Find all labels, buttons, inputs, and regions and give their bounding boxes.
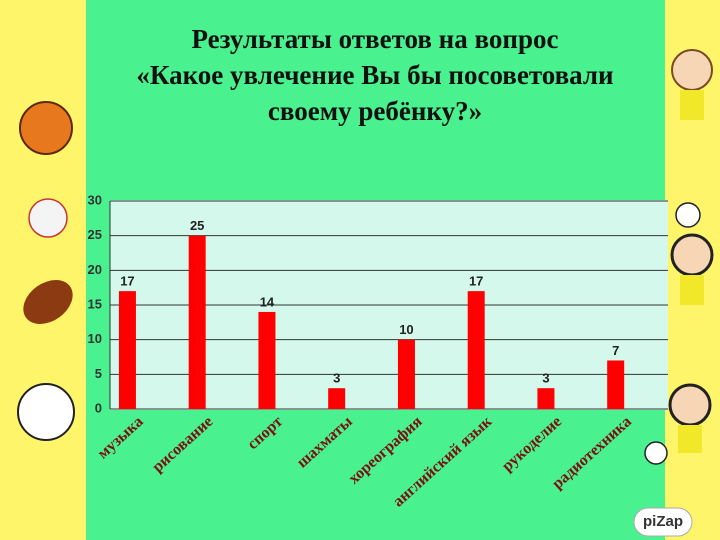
kid: [668, 383, 712, 427]
watermark: piZap: [643, 513, 683, 530]
kid-body: [680, 90, 704, 120]
kid-body: [680, 275, 704, 305]
bar: [537, 388, 555, 409]
chart-title: своему ребёнку?»: [268, 96, 482, 126]
kid: [670, 233, 714, 277]
value-label: 7: [612, 343, 619, 358]
soccer-ball: [17, 383, 75, 441]
bar: [397, 339, 415, 409]
y-tick-label: 30: [88, 192, 102, 207]
value-label: 3: [542, 371, 549, 386]
kid-body: [678, 425, 702, 453]
basketball: [19, 101, 73, 155]
football: [23, 280, 73, 324]
soccer-ball-small: [675, 202, 701, 228]
baseball: [28, 198, 68, 238]
y-tick-label: 20: [88, 262, 102, 277]
watermark-badge: [633, 507, 693, 537]
value-label: 17: [469, 274, 483, 289]
value-label: 3: [333, 371, 340, 386]
bar: [118, 291, 136, 409]
value-label: 25: [190, 218, 204, 233]
chart-title: «Какое увлечение Вы бы посоветовали: [136, 60, 613, 90]
bar: [467, 291, 485, 409]
kid: [671, 49, 713, 91]
chart-title: Результаты ответов на вопрос: [192, 24, 559, 54]
value-label: 10: [399, 322, 413, 337]
y-tick-label: 15: [88, 296, 102, 311]
y-tick-label: 0: [95, 400, 102, 415]
y-tick-label: 5: [95, 366, 102, 381]
soccer-ball-small: [644, 441, 668, 465]
bar: [328, 388, 346, 409]
bar: [607, 360, 625, 409]
value-label: 14: [260, 294, 275, 309]
y-tick-label: 10: [88, 331, 102, 346]
y-tick-label: 25: [88, 227, 102, 242]
value-label: 17: [120, 274, 134, 289]
bar: [258, 311, 276, 409]
bar: [188, 235, 206, 409]
